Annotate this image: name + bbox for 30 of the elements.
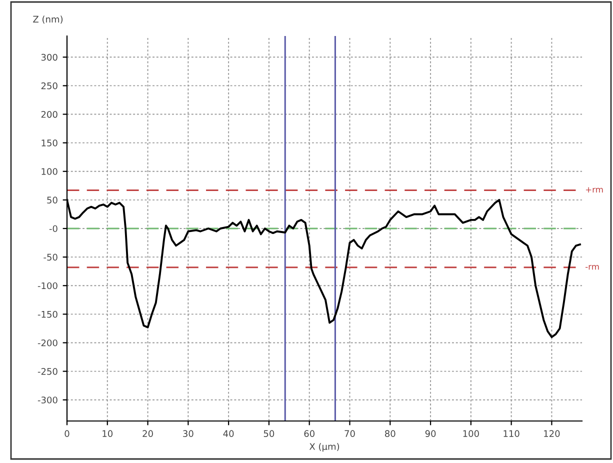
- x-tick-label: 50: [264, 430, 274, 438]
- y-tick-label: -200: [38, 339, 58, 346]
- y-tick-label: 200: [41, 110, 58, 118]
- ref-line-label: +rm: [586, 187, 603, 193]
- x-tick-label: 70: [344, 430, 355, 438]
- y-tick-label: 50: [47, 196, 58, 204]
- x-tick-label: 10: [102, 430, 113, 438]
- x-tick-label: 20: [142, 430, 153, 438]
- y-tick-label: -250: [38, 368, 58, 375]
- x-tick-label: 60: [304, 430, 314, 438]
- x-tick-label: 110: [504, 430, 520, 438]
- y-tick-label: -150: [38, 310, 58, 318]
- x-tick-label: 30: [183, 430, 194, 438]
- x-axis-title: X (µm): [309, 442, 340, 452]
- x-tick-label: 90: [425, 430, 436, 438]
- x-tick-label: 0: [64, 430, 70, 438]
- x-tick-label: 80: [385, 430, 396, 438]
- y-tick-label: -50: [44, 254, 58, 261]
- y-axis-title: Z (nm): [33, 16, 63, 24]
- x-tick-label: 40: [223, 430, 234, 438]
- ref-line-label: -rm: [586, 264, 599, 270]
- x-tick-label: 100: [463, 430, 479, 438]
- y-tick-label: -100: [38, 282, 58, 290]
- y-tick-label: -0: [49, 225, 58, 232]
- x-tick-label: 120: [544, 430, 560, 438]
- y-tick-label: 100: [42, 168, 58, 175]
- y-tick-label: 150: [42, 140, 58, 146]
- y-tick-label: 300: [41, 54, 58, 61]
- y-tick-label: -300: [38, 396, 58, 404]
- y-tick-label: 250: [41, 82, 58, 90]
